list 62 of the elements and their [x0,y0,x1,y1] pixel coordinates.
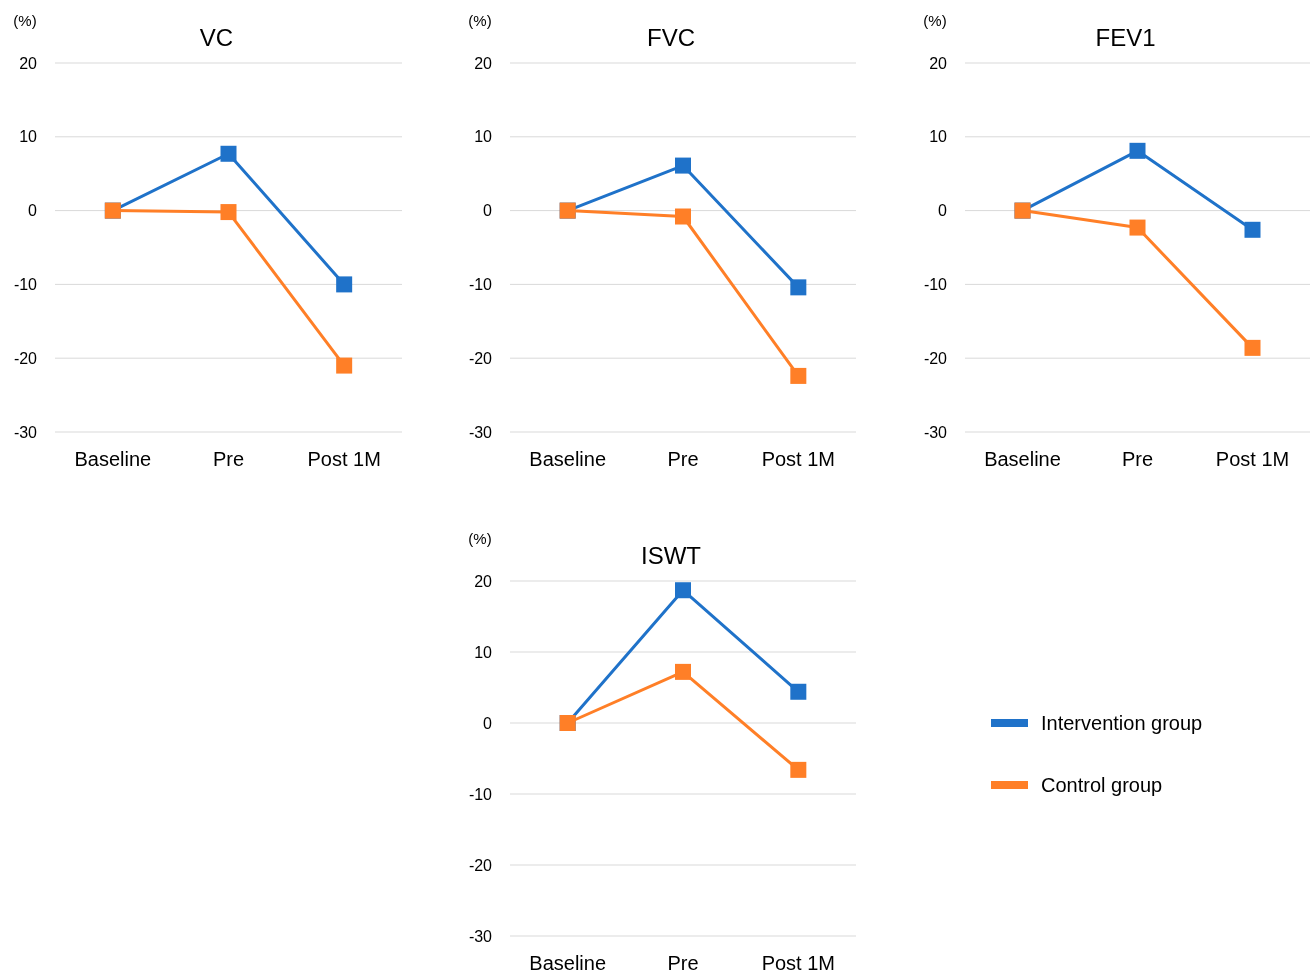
y-tick-label: -10 [468,276,493,293]
point [336,276,353,293]
y-tick-label: 0 [483,714,493,732]
y-tick-label: -20 [468,349,493,367]
y-tick-label: 0 [28,202,38,220]
x-tick-label: Pre [212,448,245,470]
point [675,663,691,680]
point [675,582,691,599]
legend-label: Control group [1041,774,1163,796]
chart-title: VC [199,24,234,51]
point [220,145,237,162]
y-tick-label: -20 [468,856,493,874]
y-tick-label: -30 [13,423,38,441]
point [790,367,807,384]
y-tick-label: -10 [13,276,38,293]
y-tick-label: 10 [19,128,38,146]
point [790,683,807,700]
y-tick-label: -20 [923,349,948,367]
point [675,208,691,225]
y-axis-title: (%) [923,12,947,29]
point [220,204,237,221]
y-tick-label: 20 [929,54,948,72]
y-axis-title: (%) [468,530,492,547]
point [1129,142,1146,159]
y-tick-label: 10 [929,128,948,146]
y-tick-label: -30 [923,423,948,441]
y-tick-label: -30 [468,927,493,945]
x-tick-label: Pre [667,952,699,973]
x-tick-label: Baseline [984,448,1061,470]
y-tick-label: 0 [938,202,948,220]
y-tick-label: 20 [19,54,38,72]
point [1244,339,1261,356]
x-tick-label: Post 1M [761,448,836,470]
x-tick-label: Pre [667,448,699,470]
x-tick-label: Post 1M [761,952,836,973]
y-tick-label: 20 [474,572,493,590]
chart-title: FVC [647,24,695,51]
y-tick-label: 20 [474,54,493,72]
chart-title: ISWT [641,542,702,569]
x-tick-label: Baseline [74,448,152,470]
x-tick-label: Post 1M [307,448,381,470]
x-tick-label: Pre [1121,448,1154,470]
point [675,157,691,174]
y-axis-title: (%) [468,12,492,29]
point [1129,219,1146,236]
point [790,761,807,778]
y-tick-label: -20 [13,349,38,367]
y-tick-label: 10 [474,128,493,146]
y-tick-label: 10 [474,643,493,661]
point [336,357,353,374]
point [790,279,807,296]
x-tick-label: Baseline [529,448,607,470]
y-tick-label: -10 [468,785,493,803]
x-tick-label: Post 1M [1215,448,1290,470]
y-tick-label: -10 [923,276,948,293]
x-tick-label: Baseline [529,952,607,973]
y-tick-label: 0 [483,202,493,220]
legend-label: Intervention group [1041,712,1203,734]
chart-title: FEV1 [1095,24,1156,51]
point [1244,221,1261,238]
y-tick-label: -30 [468,423,493,441]
y-axis-title: (%) [13,12,37,29]
